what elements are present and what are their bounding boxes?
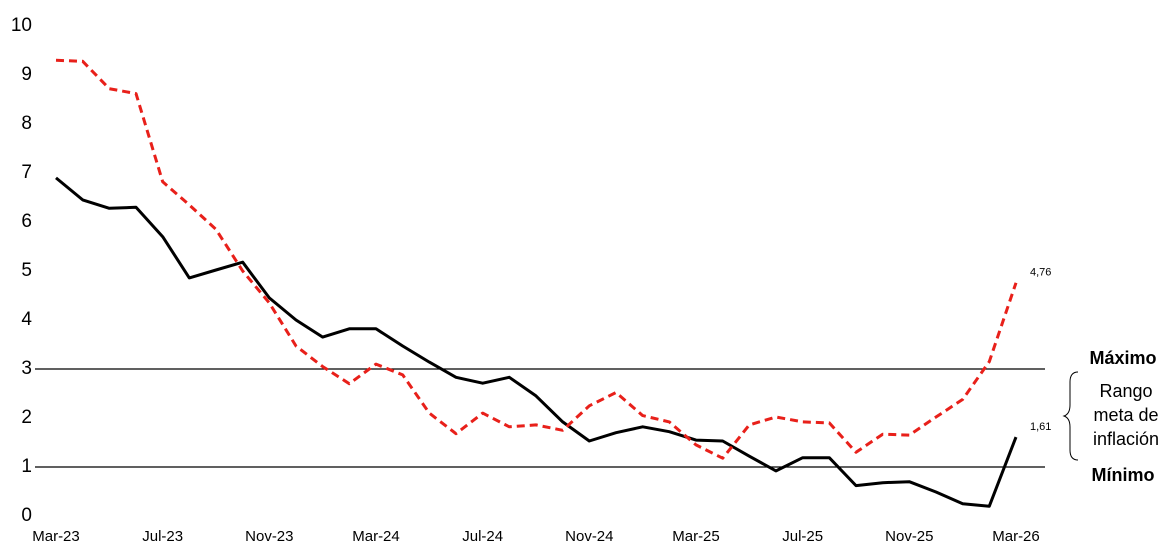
y-tick-label: 3 <box>21 358 32 379</box>
y-tick-label: 8 <box>21 113 32 134</box>
x-tick-label: Jul-25 <box>782 528 823 545</box>
x-tick-label: Mar-23 <box>32 528 80 545</box>
value-label: 4,76 <box>1030 267 1051 279</box>
x-tick-label: Jul-24 <box>462 528 503 545</box>
reference-label: Mínimo <box>1092 465 1155 485</box>
annotation: inflación <box>1093 429 1159 449</box>
x-tick-label: Mar-26 <box>992 528 1040 545</box>
annotation: meta de <box>1093 405 1158 425</box>
y-tick-label: 0 <box>21 505 32 526</box>
x-tick-label: Nov-25 <box>885 528 933 545</box>
x-tick-label: Mar-25 <box>672 528 720 545</box>
x-tick-label: Jul-23 <box>142 528 183 545</box>
x-tick-label: Mar-24 <box>352 528 400 545</box>
series-line <box>55 58 1018 460</box>
annotation: Rango <box>1099 381 1152 401</box>
y-tick-label: 2 <box>21 407 32 428</box>
x-tick-label: Nov-24 <box>565 528 613 545</box>
x-tick-label: Nov-23 <box>245 528 293 545</box>
y-tick-label: 6 <box>21 211 32 232</box>
y-tick-label: 10 <box>11 15 32 36</box>
y-tick-label: 7 <box>21 162 32 183</box>
value-label: 1,61 <box>1030 421 1051 433</box>
series-line <box>55 176 1018 508</box>
brace <box>1062 371 1079 461</box>
reference-label: Máximo <box>1089 348 1156 368</box>
y-tick-label: 5 <box>21 260 32 281</box>
y-tick-label: 4 <box>21 309 32 330</box>
y-tick-label: 1 <box>21 456 32 477</box>
y-tick-label: 9 <box>21 64 32 85</box>
